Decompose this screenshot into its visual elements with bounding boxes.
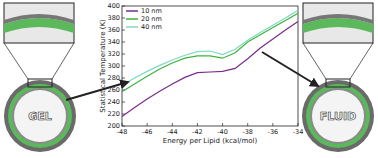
inset xyxy=(303,3,373,43)
legend-swatch xyxy=(126,26,138,28)
y-tick xyxy=(122,102,125,103)
x-tick xyxy=(298,123,299,126)
series-line xyxy=(122,13,298,92)
annotation: FLUID xyxy=(320,110,356,123)
x-tick xyxy=(222,123,223,126)
fluid-vesicle xyxy=(302,3,374,152)
zoom-line xyxy=(52,43,74,79)
x-tick-label: -46 xyxy=(142,128,153,136)
x-tick-label: -48 xyxy=(117,128,128,136)
y-tick-label: 400 xyxy=(108,2,120,10)
vesicle-core xyxy=(14,90,66,142)
y-tick xyxy=(122,66,125,67)
vesicle-inner xyxy=(12,88,68,144)
y-tick-label: 220 xyxy=(108,110,120,118)
legend-swatch xyxy=(126,10,138,12)
x-tick xyxy=(172,123,173,126)
y-tick-label: 360 xyxy=(108,26,120,34)
x-tick xyxy=(122,123,123,126)
gel-vesicle xyxy=(4,3,76,152)
vesicle-core xyxy=(312,90,364,142)
zoom-line xyxy=(4,43,28,79)
x-tick-label: -44 xyxy=(167,128,178,136)
x-tick xyxy=(247,123,248,126)
inset xyxy=(4,3,74,43)
inset-headgroup xyxy=(4,14,74,24)
x-tick xyxy=(147,123,148,126)
legend-label: 40 nm xyxy=(141,23,162,31)
zoom-box xyxy=(326,79,350,87)
y-tick-label: 380 xyxy=(108,14,120,22)
y-tick-label: 240 xyxy=(108,98,120,106)
x-axis-label: Energy per Lipid (kcal/mol) xyxy=(163,137,258,145)
x-tick-label: -38 xyxy=(242,128,253,136)
x-tick-label: -34 xyxy=(293,128,304,136)
legend-label: 10 nm xyxy=(141,7,162,15)
series-group xyxy=(122,10,298,116)
y-tick xyxy=(122,78,125,79)
series-line xyxy=(122,10,298,85)
arrow xyxy=(66,82,128,100)
x-tick-label: -36 xyxy=(268,128,279,136)
annotation: GEL xyxy=(28,110,52,123)
vesicle-outer xyxy=(4,80,76,152)
y-tick xyxy=(122,42,125,43)
figure: GELFLUID20022024026028030032034036038040… xyxy=(0,0,378,158)
y-tick-label: 320 xyxy=(108,50,120,58)
series-line xyxy=(122,22,298,117)
zoom-box xyxy=(28,79,52,87)
x-tick-label: -42 xyxy=(192,128,203,136)
vesicle-outer xyxy=(302,80,374,152)
plot-frame xyxy=(122,6,298,126)
zoom-line xyxy=(350,43,373,79)
x-tick xyxy=(272,123,273,126)
vesicle-membrane xyxy=(306,84,370,148)
y-tick xyxy=(122,18,125,19)
x-tick xyxy=(197,123,198,126)
vesicle-membrane xyxy=(8,84,72,148)
y-tick-label: 340 xyxy=(108,38,120,46)
y-tick xyxy=(122,126,125,127)
zoom-line xyxy=(303,43,326,79)
legend-label: 20 nm xyxy=(141,15,162,23)
arrow xyxy=(262,52,318,86)
y-tick xyxy=(122,54,125,55)
x-tick-label: -40 xyxy=(217,128,228,136)
inset-headgroup xyxy=(303,14,373,24)
vesicle-inner xyxy=(310,88,366,144)
legend-swatch xyxy=(126,18,138,20)
y-tick xyxy=(122,6,125,7)
y-tick-label: 280 xyxy=(108,74,120,82)
y-tick-label: 300 xyxy=(108,62,120,70)
y-tick xyxy=(122,30,125,31)
y-axis-label: Statistical Temperature (K) xyxy=(99,19,107,113)
